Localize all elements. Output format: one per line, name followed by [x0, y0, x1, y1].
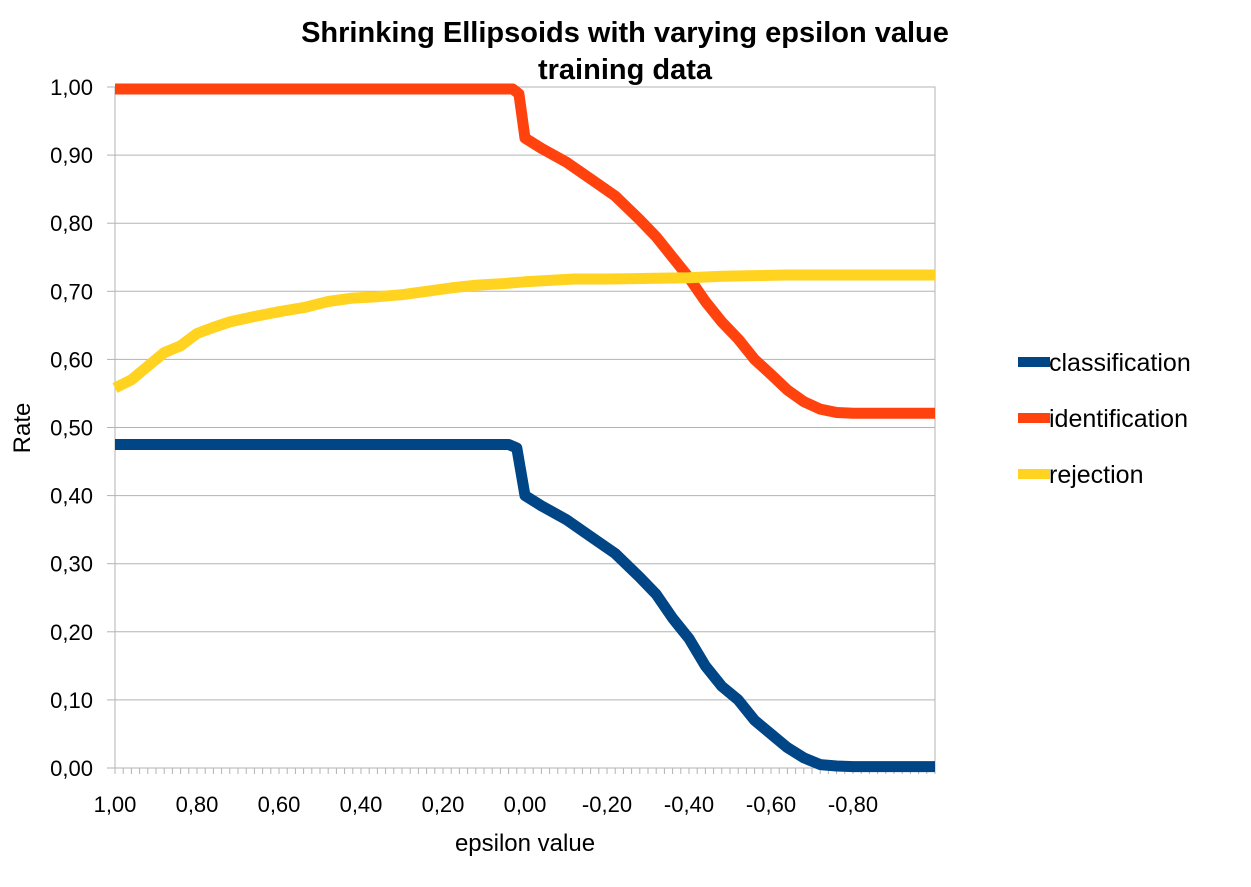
x-tick-label: -0,40: [664, 792, 714, 817]
y-tick-label: 0,00: [50, 756, 93, 781]
y-tick-label: 1,00: [50, 75, 93, 100]
y-tick-label: 0,90: [50, 143, 93, 168]
x-tick-label: 0,00: [504, 792, 547, 817]
x-tick-label: 0,20: [422, 792, 465, 817]
legend-label-identification: identification: [1049, 405, 1188, 433]
legend: classification identification rejection: [1018, 349, 1191, 489]
y-tick-label: 0,20: [50, 620, 93, 645]
y-tick-label: 0,60: [50, 347, 93, 372]
x-tick-label: 0,80: [176, 792, 219, 817]
y-tick-label: 0,80: [50, 211, 93, 236]
x-tick-label: -0,60: [746, 792, 796, 817]
x-tick-label: 0,60: [258, 792, 301, 817]
x-tick-labels: 1,00 0,80 0,60 0,40 0,20 0,00 -0,20 -0,40 -0,60 -…: [94, 792, 878, 817]
chart-title: Shrinking Ellipsoids with varying epsilo…: [301, 17, 949, 49]
x-minor-ticks: [114, 768, 936, 774]
x-tick-label: -0,20: [582, 792, 632, 817]
legend-label-rejection: rejection: [1049, 461, 1144, 489]
x-axis-label: epsilon value: [455, 830, 595, 857]
y-tick-label: 0,10: [50, 688, 93, 713]
series-lines: [112, 83, 935, 773]
y-tick-label: 0,40: [50, 484, 93, 509]
y-axis-label: Rate: [9, 403, 36, 454]
x-tick-label: 0,40: [340, 792, 383, 817]
y-tick-label: 0,30: [50, 552, 93, 577]
y-tick-labels: 0,00 0,10 0,20 0,30 0,40 0,50 0,60 0,70 0,80 0,90…: [50, 75, 93, 781]
y-tick-label: 0,70: [50, 279, 93, 304]
x-tick-label: -0,80: [828, 792, 878, 817]
chart-subtitle: training data: [538, 54, 713, 86]
series-line-classification: [115, 439, 935, 773]
series-line-rejection: [112, 269, 935, 393]
x-tick-label: 1,00: [94, 792, 137, 817]
y-tick-label: 0,50: [50, 416, 93, 441]
legend-label-classification: classification: [1049, 349, 1191, 377]
